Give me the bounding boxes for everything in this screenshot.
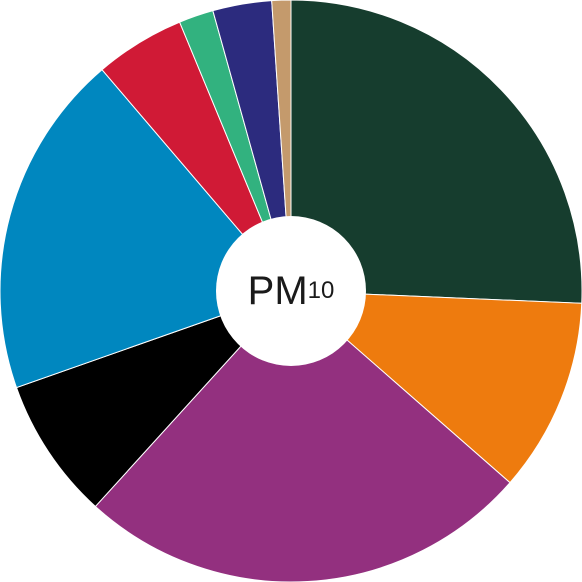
pie-slice-1 [290, 0, 582, 304]
pie-slice-2 [289, 290, 582, 484]
pie-slice-4 [15, 290, 292, 508]
donut-hole [216, 216, 366, 366]
pie-slice-3 [94, 290, 511, 582]
